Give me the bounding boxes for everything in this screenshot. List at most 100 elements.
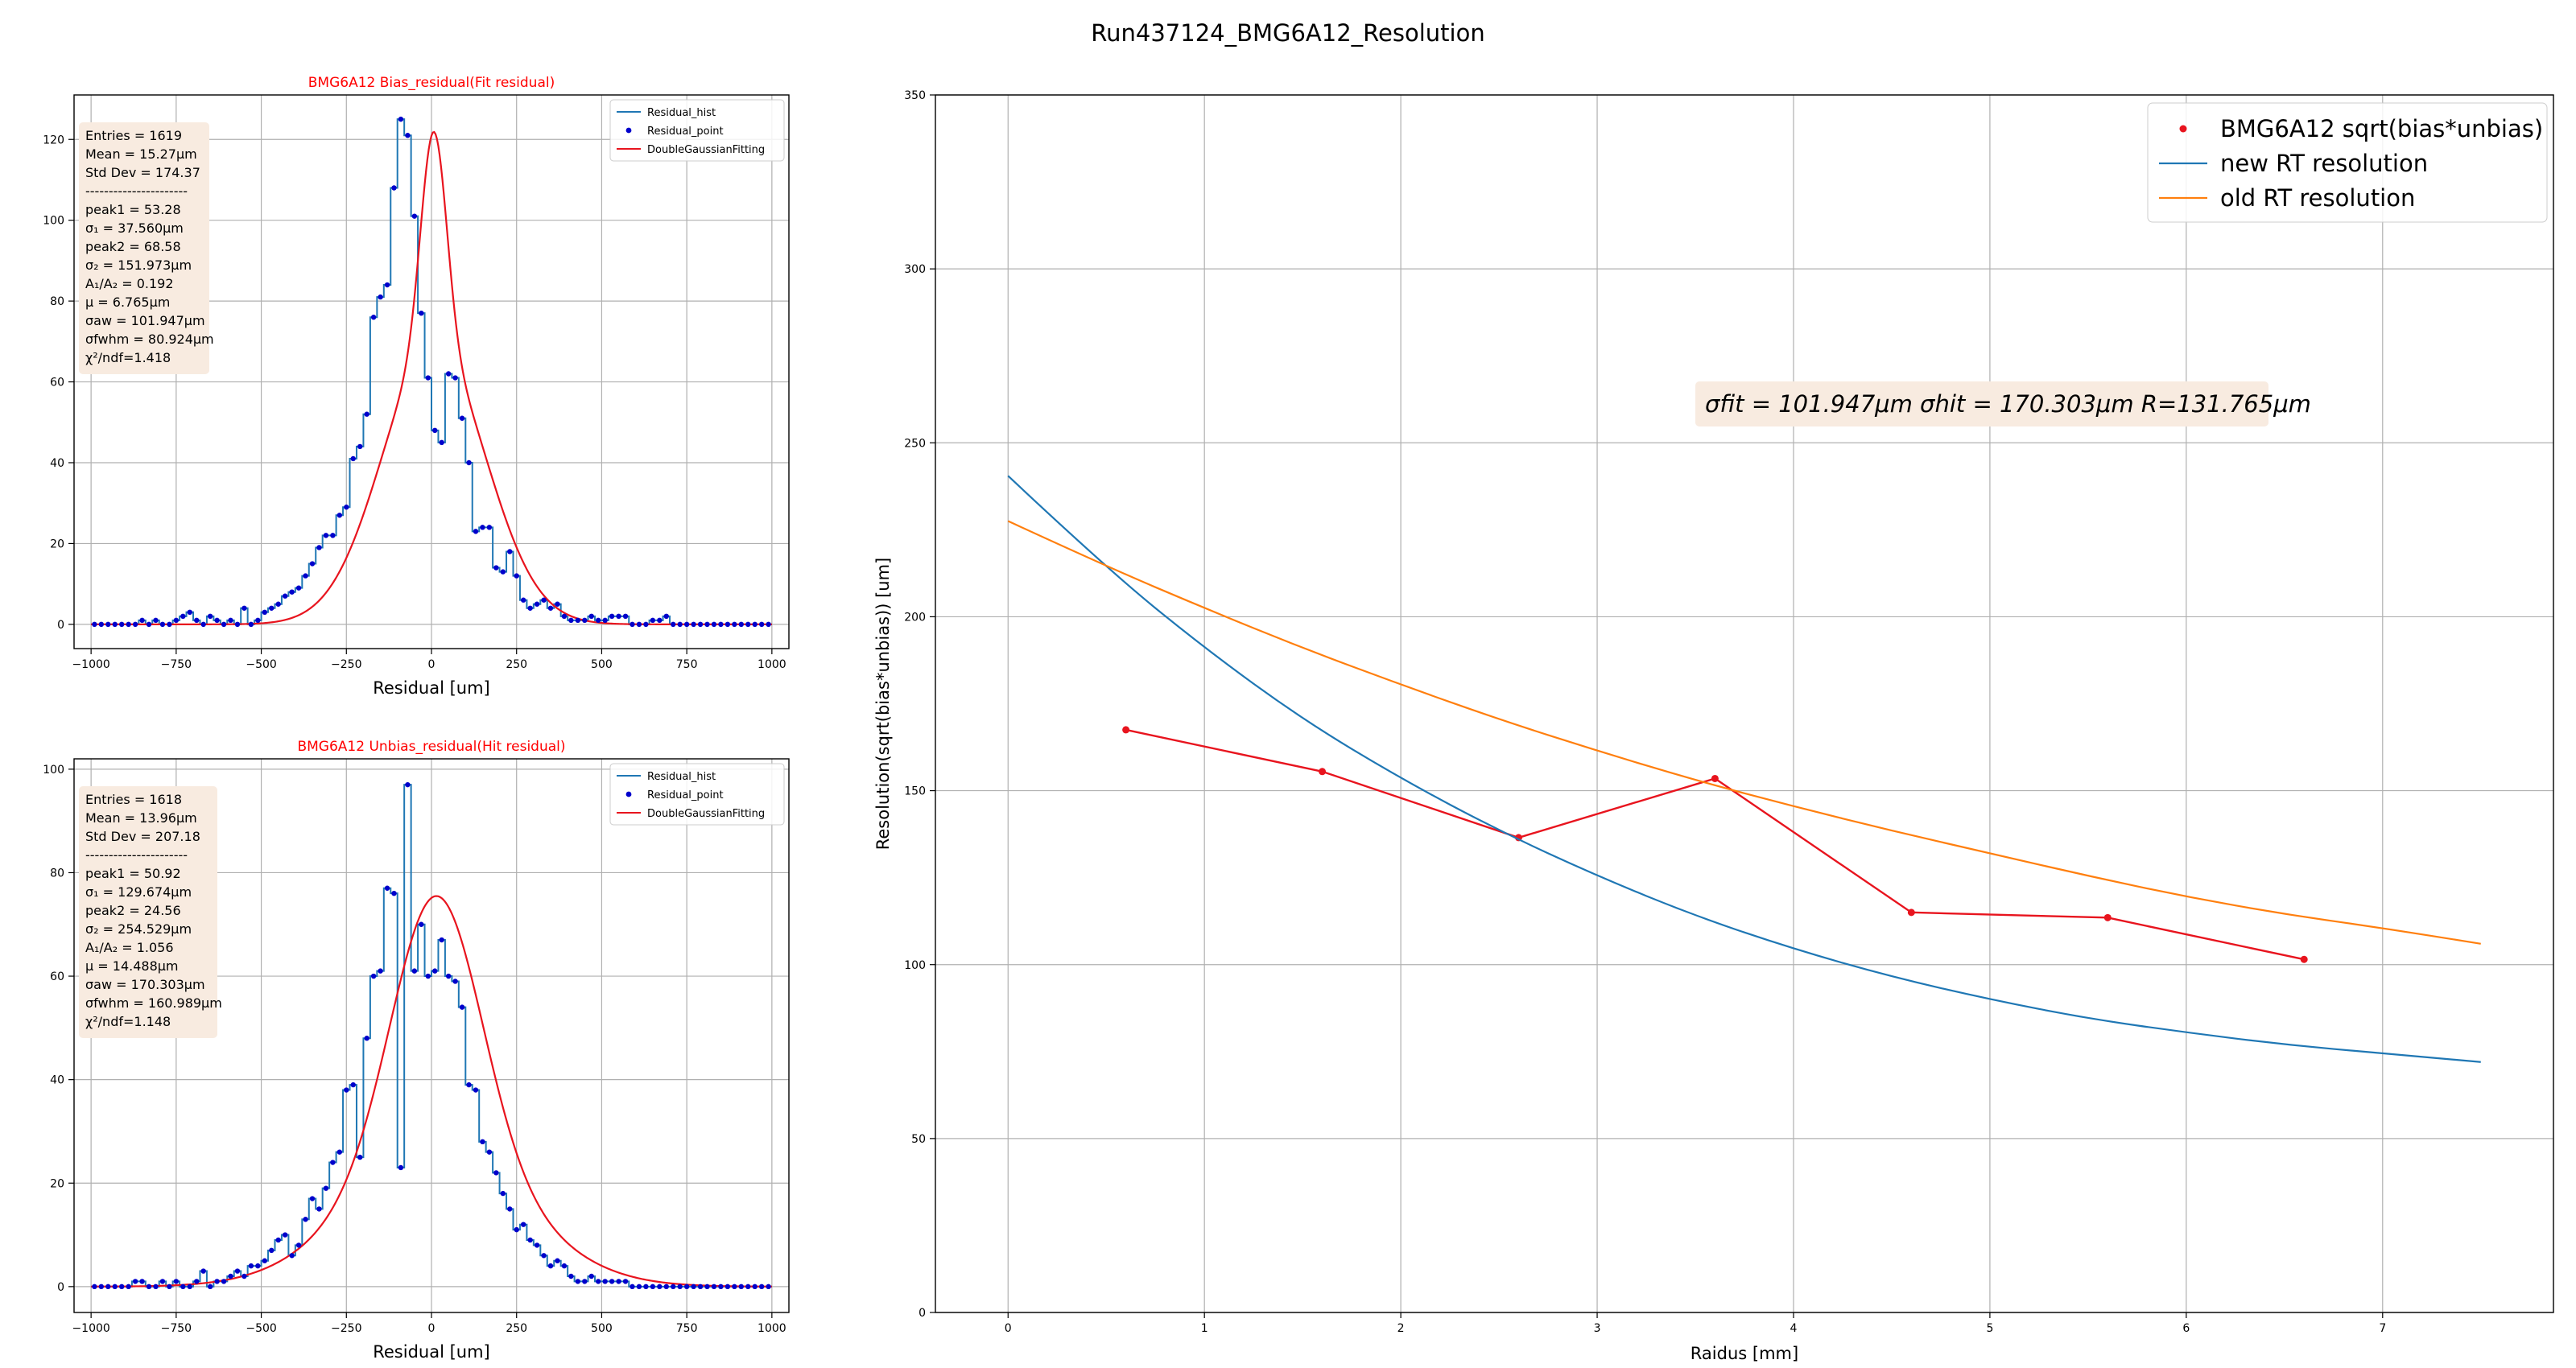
series-line-2	[1007, 520, 2481, 945]
residual-point	[214, 617, 220, 624]
stats-box-background	[79, 122, 209, 374]
stats-line-mu: μ = 14.488μm	[85, 958, 179, 974]
residual-point	[724, 621, 731, 628]
legend-label: BMG6A12 sqrt(bias*unbias)	[2220, 115, 2543, 142]
residual-point	[588, 613, 594, 620]
residual-point	[221, 621, 227, 628]
residual-point	[507, 549, 513, 554]
series-marker	[1122, 726, 1130, 734]
legend-label: new RT resolution	[2220, 150, 2428, 177]
residual-point	[480, 1139, 485, 1145]
residual-point	[344, 505, 349, 510]
residual-point	[173, 1279, 180, 1284]
residual-point	[745, 621, 751, 628]
residual-point	[207, 1284, 213, 1290]
residual-point	[609, 613, 615, 620]
residual-point	[432, 968, 438, 974]
residual-point	[303, 573, 308, 579]
x-tick-label: 500	[591, 658, 613, 671]
y-tick-label: 20	[50, 538, 64, 550]
residual-point	[643, 621, 649, 628]
residual-point	[357, 443, 363, 450]
y-tick-label: 250	[904, 437, 926, 450]
residual-point	[119, 1284, 125, 1290]
stats-line-std: Std Dev = 174.37	[85, 165, 200, 180]
stats-line-mean: Mean = 13.96μm	[85, 810, 197, 826]
x-tick-label: 0	[428, 1322, 436, 1335]
residual-point	[309, 1196, 316, 1201]
residual-point	[105, 1284, 111, 1290]
residual-point	[650, 1284, 656, 1290]
residual-point	[303, 1217, 308, 1222]
residual-point	[663, 1284, 669, 1290]
residual-point	[180, 613, 186, 620]
stats-line-separator: ----------------------	[85, 183, 188, 199]
residual-point	[289, 589, 295, 595]
residual-point	[132, 621, 138, 628]
gridlines	[935, 94, 2553, 1313]
residual-point	[663, 613, 669, 620]
residual-point	[411, 968, 418, 974]
stats-box: Entries = 1619 Mean = 15.27μm Std Dev = 17…	[79, 122, 214, 374]
legend-box	[609, 763, 785, 826]
stats-line-sigma2: σ₂ = 151.973μm	[85, 258, 192, 273]
residual-point	[575, 1279, 581, 1284]
legend-label: Residual_hist	[647, 107, 716, 119]
residual-point	[486, 1149, 493, 1155]
y-tick-label: 0	[919, 1307, 926, 1320]
residual-point	[132, 1279, 138, 1284]
double-gaussian-fit-curve	[91, 895, 772, 1288]
residual-point	[439, 937, 444, 943]
stats-line-peak1: peak1 = 50.92	[85, 866, 181, 881]
residual-point	[146, 621, 152, 628]
x-tick-label: −1000	[72, 1322, 109, 1335]
stats-line-peak2: peak2 = 24.56	[85, 903, 181, 918]
residual-point	[657, 617, 663, 624]
residual-point	[445, 371, 452, 377]
residual-point	[411, 213, 418, 219]
residual-point	[738, 1284, 744, 1290]
residual-histogram	[91, 784, 772, 1288]
legend-label: DoubleGaussianFitting	[647, 808, 765, 820]
residual-point	[480, 525, 485, 530]
x-tick-label: −1000	[72, 658, 109, 671]
residual-point	[691, 621, 696, 628]
residual-point	[541, 597, 547, 603]
residual-point	[527, 1237, 533, 1243]
residual-point	[275, 1237, 281, 1243]
y-tick-label: 100	[904, 959, 926, 972]
series-marker	[2103, 913, 2112, 921]
residual-point	[677, 1284, 683, 1290]
residual-point	[323, 1185, 329, 1191]
residual-point	[200, 1268, 206, 1274]
residual-point	[159, 1279, 166, 1284]
residual-point	[541, 1253, 547, 1259]
residual-point	[180, 1284, 186, 1290]
axes-resolution: 0 1 2 3 4 5 6 7 0 50 100 150 200 250 300 350 Raidus [mm]…	[873, 89, 2554, 1363]
residual-point	[242, 605, 247, 611]
residual-point	[214, 1279, 220, 1284]
residual-point	[582, 617, 588, 624]
residual-point	[602, 617, 608, 624]
residual-point	[194, 1279, 200, 1284]
residual-point	[146, 1284, 152, 1290]
residual-point	[309, 561, 316, 567]
residual-point	[357, 1154, 363, 1160]
residual-point	[187, 1284, 192, 1290]
residual-point	[596, 617, 601, 624]
y-tick-label: 120	[43, 134, 64, 146]
residual-point	[534, 1242, 540, 1248]
residual-point	[378, 294, 383, 300]
residual-point	[520, 1222, 526, 1227]
residual-point	[405, 133, 411, 138]
x-tick-label: 4	[1790, 1322, 1798, 1335]
residual-point	[766, 621, 771, 628]
residual-point	[459, 415, 465, 421]
residual-point	[330, 1160, 336, 1165]
y-tick-label: 100	[43, 764, 64, 777]
resolution-annotation: σfit = 101.947μm σhit = 170.303μm R=131.…	[1695, 381, 2311, 426]
residual-point	[616, 1279, 621, 1284]
axes-unbias: −1000 −750 −500 −250 0 250 500 750 1000 0 20 40 60 80…	[43, 739, 790, 1362]
residual-point	[344, 1087, 349, 1093]
